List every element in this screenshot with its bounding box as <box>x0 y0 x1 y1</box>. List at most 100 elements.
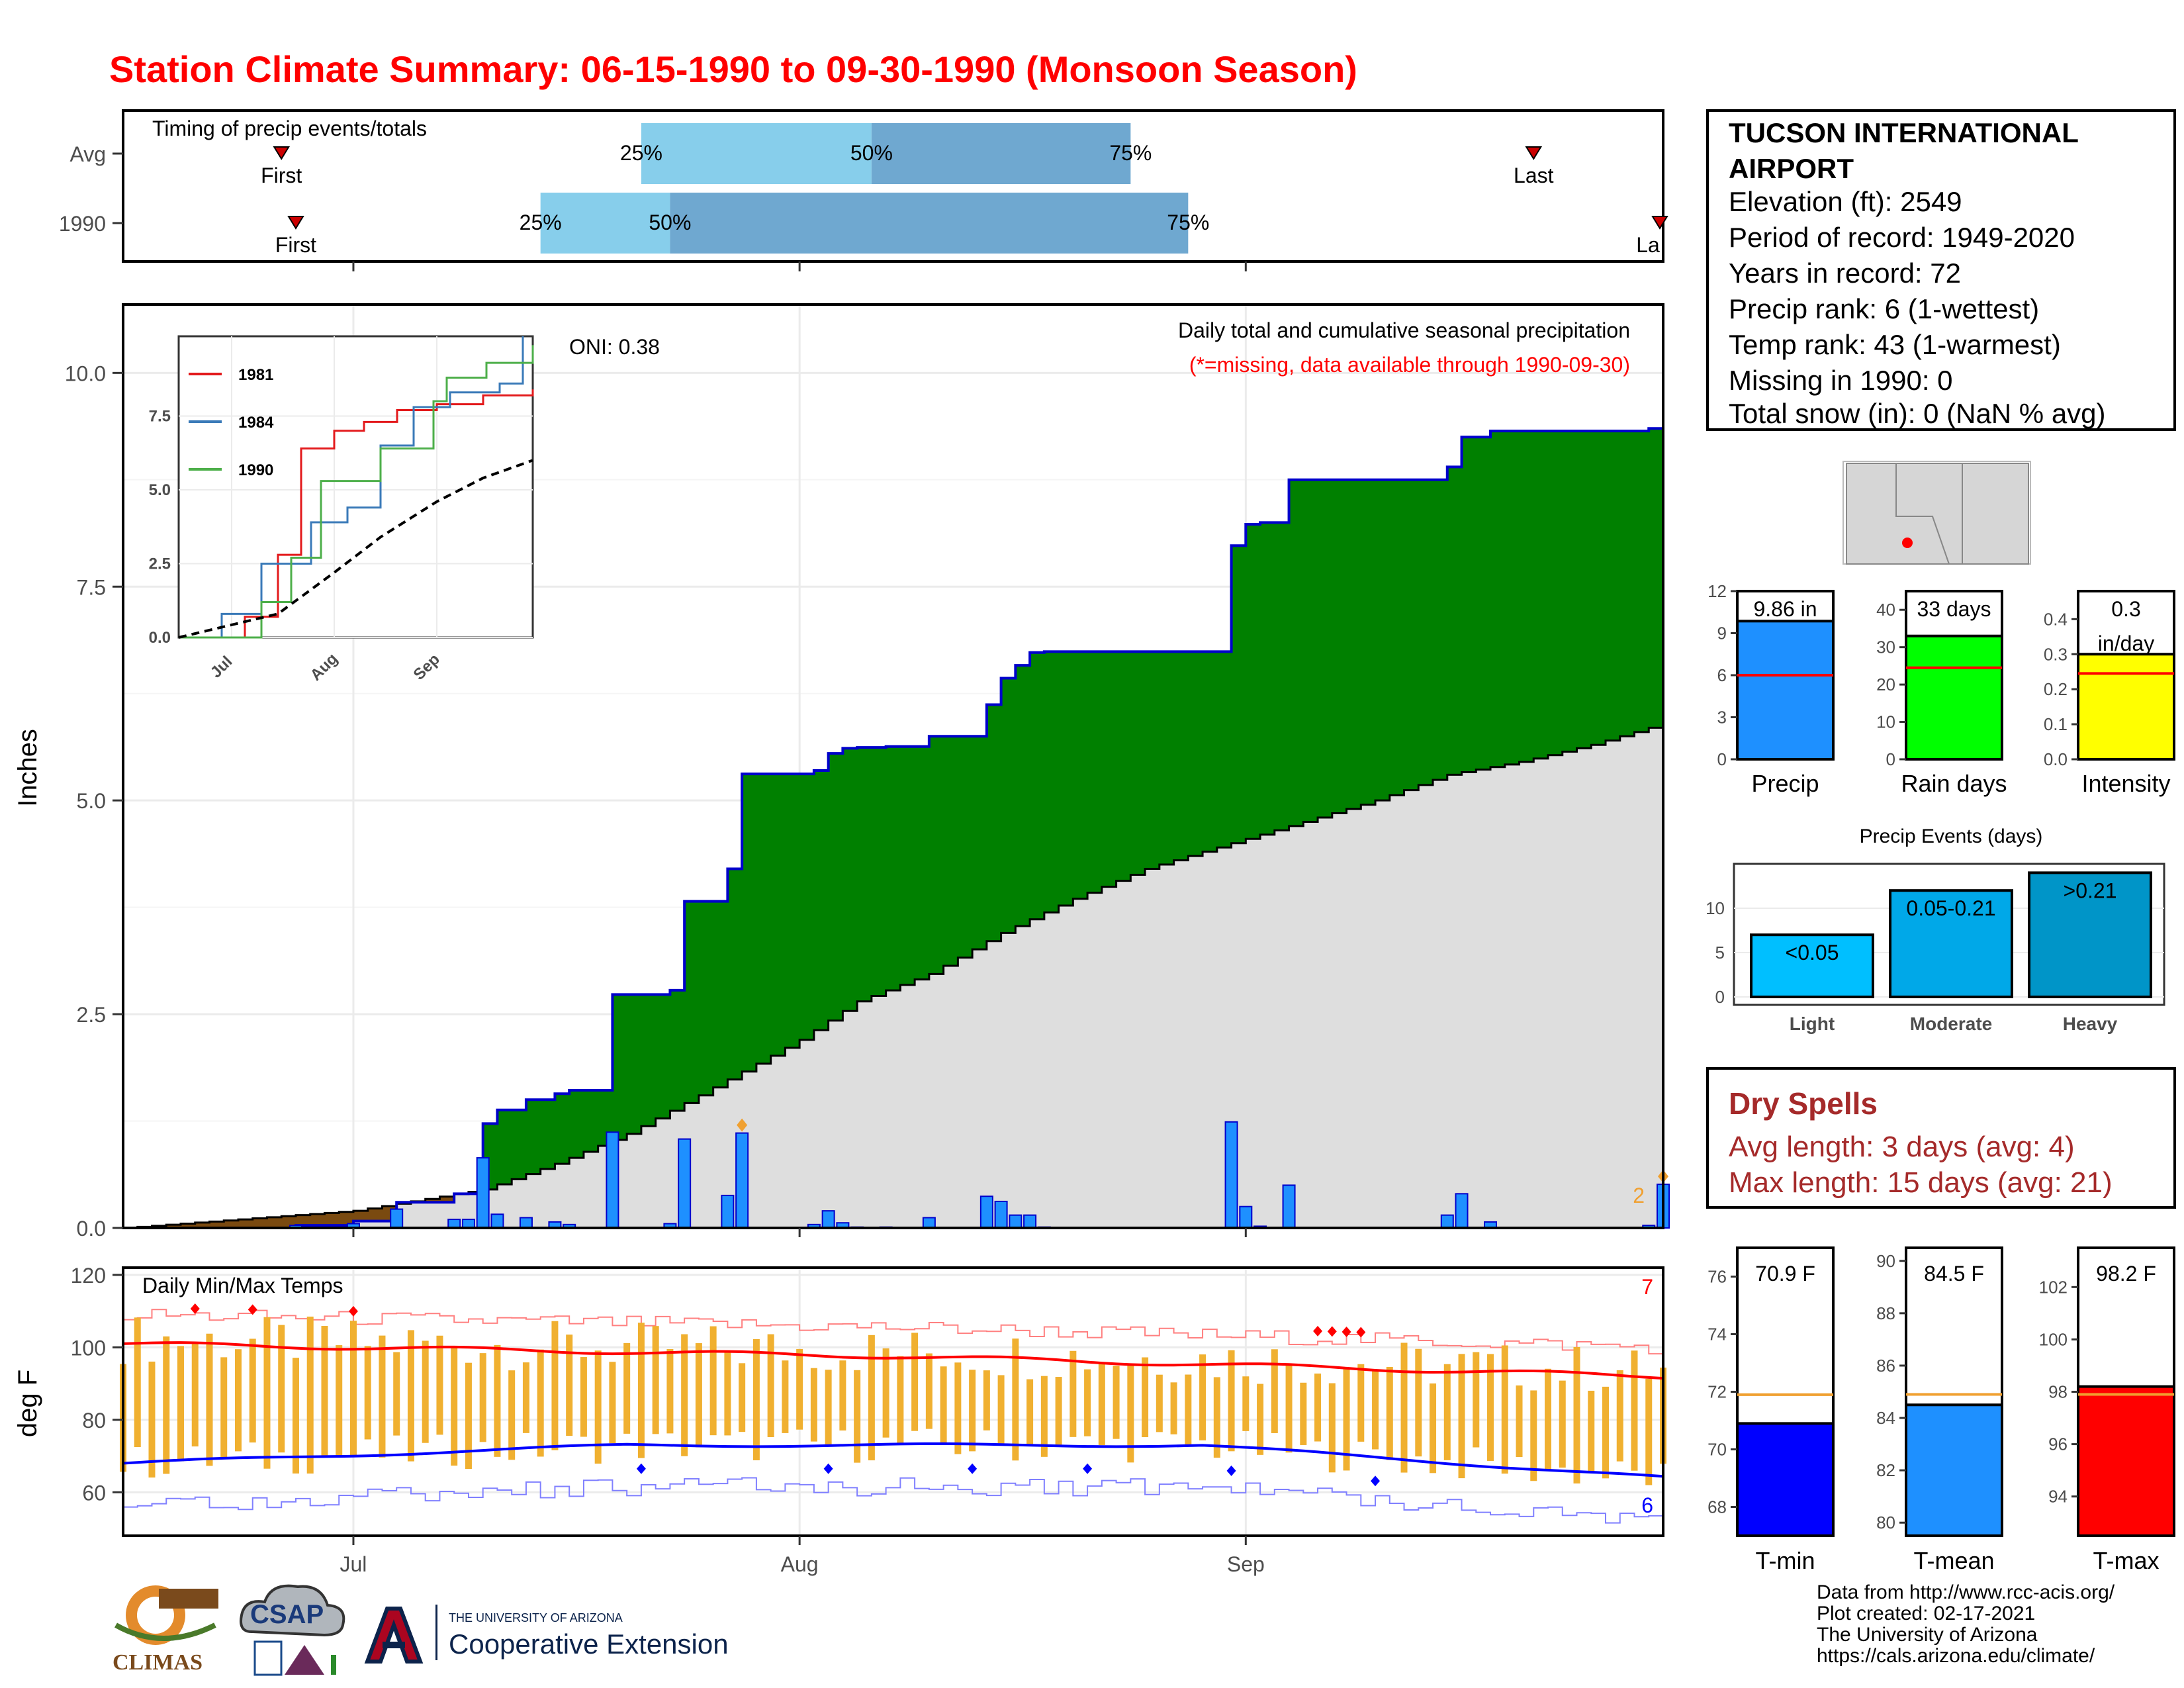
precip-y-tick-label: 5.0 <box>77 789 106 813</box>
temp-summary-y-tick-label: 90 <box>1876 1251 1895 1271</box>
precip-legend-note: (*=missing, data available through 1990-… <box>1189 353 1630 377</box>
temps-daily-bar <box>393 1352 400 1436</box>
temps-x-tick-label: Aug <box>781 1552 819 1576</box>
minibar-y-tick-label: 10 <box>1876 712 1895 732</box>
temp-summary-y-tick-label: 68 <box>1707 1497 1727 1517</box>
temps-daily-bar <box>263 1317 271 1469</box>
temps-daily-bar <box>983 1370 990 1430</box>
minibar-y-tick-label: 0 <box>1717 749 1727 769</box>
minibar-value-label: 0.3 <box>2111 597 2140 621</box>
temps-daily-bar <box>954 1362 962 1454</box>
temps-daily-bar <box>752 1338 760 1461</box>
temp-summary-y-tick-label: 82 <box>1876 1460 1895 1480</box>
temps-daily-bar <box>1040 1376 1048 1457</box>
precip-daily-bar <box>490 1213 504 1229</box>
minibar-value-bar <box>1905 634 2003 761</box>
events-category-label: Heavy <box>2063 1013 2118 1034</box>
timing-last-marker <box>1525 146 1543 160</box>
precip-daily-bar <box>519 1217 533 1229</box>
temps-daily-bar <box>1631 1350 1638 1471</box>
minibar-category-label: Rain days <box>1901 770 2007 797</box>
temps-daily-bar <box>1501 1345 1508 1474</box>
inset-line-1981 <box>179 389 534 639</box>
temps-daily-bar <box>1199 1354 1206 1440</box>
station-name-line1: TUCSON INTERNATIONAL <box>1729 117 2079 148</box>
temps-daily-bar <box>695 1343 702 1448</box>
temp-summary-y-tick-label: 80 <box>1876 1513 1895 1532</box>
inset-y-tick-label: 5.0 <box>149 481 171 499</box>
temps-daily-bar <box>436 1335 443 1435</box>
temps-record-low-count: 6 <box>1641 1493 1653 1517</box>
inset-y-tick-label: 7.5 <box>149 407 171 425</box>
temps-daily-bar <box>681 1334 688 1456</box>
temps-record-high-line <box>123 1309 1664 1355</box>
temp-summary-y-tick-label: 72 <box>1707 1382 1727 1402</box>
minibar-y-tick-label: 12 <box>1707 581 1727 601</box>
temps-daily-bar <box>321 1326 328 1456</box>
temps-daily-bar <box>637 1323 645 1458</box>
temp-summary-y-tick-label: 88 <box>1876 1303 1895 1323</box>
temps-daily-bar <box>594 1350 602 1464</box>
precip-daily-bar <box>1224 1121 1238 1229</box>
minibar-y-tick-label: 0.2 <box>2044 679 2068 699</box>
dry-spells-title: Dry Spells <box>1729 1086 1878 1121</box>
temps-daily-bar <box>1343 1369 1350 1471</box>
precip-daily-bar <box>1440 1214 1454 1229</box>
precip-daily-bar <box>678 1138 692 1229</box>
temps-daily-bar <box>1458 1354 1465 1479</box>
temps-daily-bar <box>854 1370 861 1463</box>
temps-record-low-marker <box>1083 1463 1093 1474</box>
temps-daily-bar <box>163 1336 170 1474</box>
precip-daily-bar <box>922 1217 936 1229</box>
events-bar-label: 0.05-0.21 <box>1906 896 1995 920</box>
temps-daily-bar <box>1127 1364 1134 1463</box>
temps-daily-bar <box>1113 1366 1120 1439</box>
precip-daily-bar <box>1455 1193 1469 1229</box>
temps-daily-bar <box>1300 1382 1307 1445</box>
temps-y-tick-label: 80 <box>82 1409 106 1432</box>
locator-map-station-dot <box>1902 538 1913 548</box>
timing-p25-label: 25% <box>520 211 562 234</box>
station-elevation: Elevation (ft): 2549 <box>1729 186 1962 217</box>
ua-big-text: Cooperative Extension <box>449 1628 729 1660</box>
temps-daily-bar <box>1473 1352 1480 1448</box>
minibar-y-tick-label: 40 <box>1876 600 1895 620</box>
temps-daily-bar <box>1055 1377 1062 1447</box>
timing-row-label: 1990 <box>59 212 106 236</box>
temps-daily-bar <box>1098 1362 1105 1445</box>
temps-daily-bar <box>479 1353 486 1442</box>
station-info-panel: TUCSON INTERNATIONAL AIRPORT Elevation (… <box>1706 109 2176 431</box>
events-y-tick-label: 10 <box>1706 898 1725 918</box>
temps-daily-bar <box>177 1346 184 1462</box>
csap-logo-text: CSAP <box>250 1600 324 1629</box>
climas-logo-text: CLIMAS <box>113 1650 203 1675</box>
ua-divider <box>435 1605 437 1660</box>
inset-line-1990 <box>179 345 534 639</box>
temps-daily-bar <box>1170 1382 1177 1434</box>
temps-daily-bar <box>1588 1390 1595 1472</box>
station-precip-rank: Precip rank: 6 (1-wettest) <box>1729 293 2040 324</box>
temps-record-low-marker <box>823 1463 833 1474</box>
minibar-value-label: 9.86 in <box>1753 597 1817 621</box>
temps-daily-bar <box>191 1342 199 1447</box>
temps-daily-bar <box>997 1375 1005 1444</box>
temps-daily-bar <box>407 1330 414 1462</box>
timing-row-label: Avg <box>69 142 106 166</box>
temps-record-high-marker <box>1356 1327 1366 1338</box>
temps-daily-bar <box>825 1370 832 1446</box>
page-title: Station Climate Summary: 06-15-1990 to 0… <box>109 48 1357 90</box>
timing-p50-label: 50% <box>649 211 691 234</box>
timing-first-marker <box>273 146 291 160</box>
precip-daily-bar <box>606 1131 619 1229</box>
timing-p75-label: 75% <box>1167 211 1209 234</box>
temps-daily-bar <box>349 1321 357 1456</box>
temps-record-high-marker <box>348 1305 358 1317</box>
minibar-category-label: Precip <box>1751 770 1819 797</box>
temps-daily-bar <box>940 1366 947 1444</box>
temp-summary-value-label: 70.9 F <box>1755 1262 1815 1286</box>
precip-frame <box>122 303 1664 1229</box>
temps-daily-bar <box>465 1362 472 1470</box>
temps-daily-bar <box>494 1344 501 1457</box>
precip-average-area <box>123 723 1663 1228</box>
temps-record-high-marker <box>1342 1326 1351 1337</box>
